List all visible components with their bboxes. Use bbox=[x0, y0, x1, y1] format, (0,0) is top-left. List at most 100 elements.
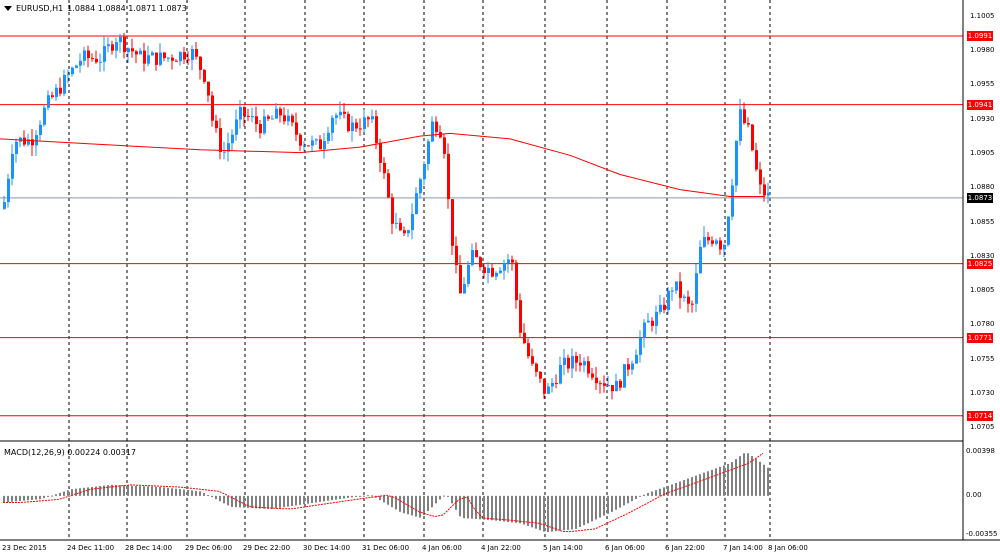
candle-body bbox=[11, 154, 14, 179]
macd-bar bbox=[611, 495, 613, 512]
macd-bar bbox=[603, 495, 605, 516]
macd-bar bbox=[371, 495, 373, 497]
candle-body bbox=[243, 107, 246, 116]
macd-bar bbox=[163, 487, 165, 496]
macd-bar bbox=[279, 495, 281, 508]
price-axis-label: 1.0980 bbox=[970, 46, 995, 55]
macd-bar bbox=[347, 495, 349, 498]
candle-body bbox=[235, 119, 238, 135]
chart-title[interactable]: EURUSD,H1 1.0884 1.0884 1.0871 1.0873 bbox=[4, 4, 187, 13]
macd-bar bbox=[159, 487, 161, 496]
candle-body bbox=[539, 371, 542, 379]
candle-body bbox=[695, 273, 698, 304]
macd-bar bbox=[87, 487, 89, 496]
candle-body bbox=[403, 230, 406, 234]
macd-bar bbox=[635, 495, 637, 500]
macd-bar bbox=[307, 495, 309, 504]
candle-body bbox=[607, 385, 610, 387]
candle-body bbox=[119, 36, 122, 43]
candle-body bbox=[107, 44, 110, 47]
macd-bar bbox=[183, 489, 185, 496]
price-axis-label: 1.0930 bbox=[970, 114, 995, 123]
macd-bar bbox=[15, 495, 17, 502]
macd-bar bbox=[599, 495, 601, 518]
grid bbox=[68, 0, 771, 540]
symbol-label: EURUSD,H1 bbox=[16, 4, 64, 13]
candle-body bbox=[331, 117, 334, 133]
macd-bar bbox=[563, 495, 565, 531]
candle-body bbox=[411, 214, 414, 231]
candle-body bbox=[79, 60, 82, 66]
ohlc-values: 1.0884 1.0884 1.0871 1.0873 bbox=[67, 4, 187, 13]
time-axis-label: 6 Jan 06:00 bbox=[605, 544, 645, 552]
macd-bar bbox=[655, 490, 657, 496]
price-axis-label: 1.0955 bbox=[970, 80, 995, 89]
macd-bar bbox=[387, 495, 389, 505]
candle-body bbox=[435, 121, 438, 133]
macd-bar bbox=[623, 495, 625, 506]
price-axis-label: 1.0855 bbox=[970, 217, 995, 226]
price-axis-label: 1.0905 bbox=[970, 148, 995, 157]
candle-body bbox=[287, 115, 290, 122]
macd-bar bbox=[27, 495, 29, 501]
macd-bar bbox=[219, 495, 221, 502]
candle-body bbox=[471, 250, 474, 265]
candle-body bbox=[727, 216, 730, 245]
candle-body bbox=[615, 380, 618, 392]
macd-bar bbox=[659, 488, 661, 496]
candle-body bbox=[359, 128, 362, 130]
macd-bar bbox=[379, 495, 381, 501]
macd-bar bbox=[211, 495, 213, 498]
dropdown-icon[interactable] bbox=[4, 6, 12, 11]
macd-bar bbox=[571, 495, 573, 530]
candle-body bbox=[563, 357, 566, 365]
candle-body bbox=[51, 95, 54, 97]
macd-bar bbox=[111, 484, 113, 496]
macd-bar bbox=[555, 495, 557, 532]
candle-body bbox=[619, 380, 622, 388]
macd-bar bbox=[487, 495, 489, 520]
macd-bar bbox=[271, 495, 273, 509]
candle-body bbox=[655, 311, 658, 326]
macd-bar bbox=[263, 495, 265, 509]
macd-bar bbox=[583, 495, 585, 526]
candle-body bbox=[391, 197, 394, 224]
macd-bar bbox=[691, 477, 693, 496]
candle-body bbox=[423, 163, 426, 180]
candle-body bbox=[743, 109, 746, 124]
macd-bar bbox=[731, 462, 733, 496]
macd-bar bbox=[311, 495, 313, 504]
candle-body bbox=[567, 357, 570, 369]
macd-bar bbox=[539, 495, 541, 531]
macd-bar bbox=[451, 495, 453, 504]
candle-body bbox=[679, 281, 682, 298]
macd-bar bbox=[723, 465, 725, 496]
time-axis-label: 24 Dec 11:00 bbox=[67, 544, 115, 552]
candle-body bbox=[355, 122, 358, 129]
candle-body bbox=[467, 264, 470, 284]
candle-body bbox=[63, 74, 66, 94]
candle-body bbox=[247, 115, 250, 117]
candle-body bbox=[307, 145, 310, 147]
candle-body bbox=[555, 382, 558, 384]
candle-body bbox=[371, 116, 374, 120]
macd-bar bbox=[567, 495, 569, 530]
macd-bar bbox=[363, 495, 365, 497]
candle-body bbox=[519, 300, 522, 333]
macd-bar bbox=[619, 495, 621, 508]
time-axis-label: 5 Jan 14:00 bbox=[543, 544, 583, 552]
macd-bar bbox=[459, 495, 461, 517]
candle-body bbox=[255, 116, 258, 125]
macd-bar bbox=[383, 495, 385, 503]
macd-bar bbox=[7, 495, 9, 503]
candle-body bbox=[95, 58, 98, 63]
candle-body bbox=[103, 46, 106, 62]
candle-body bbox=[595, 377, 598, 384]
candle-body bbox=[311, 140, 314, 146]
candle-body bbox=[551, 382, 554, 387]
macd-bar bbox=[43, 495, 45, 499]
candle-body bbox=[527, 343, 530, 357]
candle-body bbox=[767, 192, 770, 196]
macd-bar bbox=[275, 495, 277, 509]
